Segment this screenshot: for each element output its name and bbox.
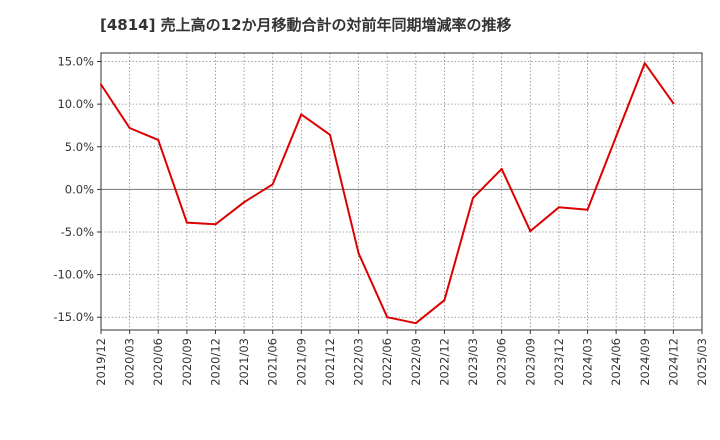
x-tick-label: 2021/06 xyxy=(266,338,280,386)
chart-title: [4814] 売上高の12か月移動合計の対前年同期増減率の推移 xyxy=(100,16,512,34)
x-tick-label: 2023/06 xyxy=(495,338,509,386)
data-point xyxy=(185,221,188,224)
data-point xyxy=(128,127,131,130)
x-tick-label: 2021/09 xyxy=(294,338,308,386)
y-tick-label: -15.0% xyxy=(53,310,94,324)
grid xyxy=(101,53,702,330)
x-tick-label: 2019/12 xyxy=(94,338,108,386)
data-point xyxy=(328,133,331,136)
data-point xyxy=(100,83,102,86)
tick-labels: 15.0% 10.0% 5.0% 0.0% -5.0% -10.0% -15.0%2019/… xyxy=(53,55,709,386)
x-tick-label: 2024/09 xyxy=(638,338,652,386)
x-tick-label: 2023/03 xyxy=(466,338,480,386)
data-point xyxy=(214,223,217,226)
data-point xyxy=(414,322,417,325)
x-tick-label: 2020/06 xyxy=(151,338,165,386)
x-tick-label: 2021/12 xyxy=(323,338,337,386)
x-tick-label: 2024/03 xyxy=(581,338,595,386)
x-tick-label: 2020/03 xyxy=(123,338,137,386)
plot-frame xyxy=(100,52,703,331)
data-point xyxy=(443,299,446,302)
data-point xyxy=(615,135,618,138)
data-point xyxy=(643,62,646,65)
x-tick-label: 2025/03 xyxy=(695,338,709,386)
y-tick-label: 10.0% xyxy=(57,97,94,111)
y-tick-label: -5.0% xyxy=(61,225,94,239)
y-tick-label: 5.0% xyxy=(65,140,94,154)
x-tick-label: 2022/12 xyxy=(437,338,451,386)
data-point xyxy=(243,201,246,204)
axes xyxy=(97,52,703,334)
x-tick-label: 2022/06 xyxy=(380,338,394,386)
y-tick-label: 15.0% xyxy=(57,55,94,69)
x-tick-label: 2020/09 xyxy=(180,338,194,386)
data-point xyxy=(300,113,303,116)
data-point xyxy=(271,183,274,186)
data-point xyxy=(386,316,389,319)
data-point xyxy=(529,230,532,233)
data-point xyxy=(157,138,160,141)
x-tick-label: 2024/12 xyxy=(666,338,680,386)
x-tick-label: 2020/12 xyxy=(208,338,222,386)
series-layer xyxy=(100,62,675,325)
data-point xyxy=(672,102,675,105)
data-point xyxy=(557,206,560,209)
x-tick-label: 2023/09 xyxy=(523,338,537,386)
data-point xyxy=(472,196,475,199)
data-point xyxy=(357,252,360,255)
x-tick-label: 2022/09 xyxy=(409,338,423,386)
x-tick-label: 2023/12 xyxy=(552,338,566,386)
data-point xyxy=(500,167,503,170)
y-tick-label: 0.0% xyxy=(65,182,94,196)
data-point xyxy=(586,208,589,211)
x-tick-label: 2021/03 xyxy=(237,338,251,386)
x-tick-label: 2022/03 xyxy=(352,338,366,386)
y-tick-label: -10.0% xyxy=(53,268,94,282)
x-tick-label: 2024/06 xyxy=(609,338,623,386)
